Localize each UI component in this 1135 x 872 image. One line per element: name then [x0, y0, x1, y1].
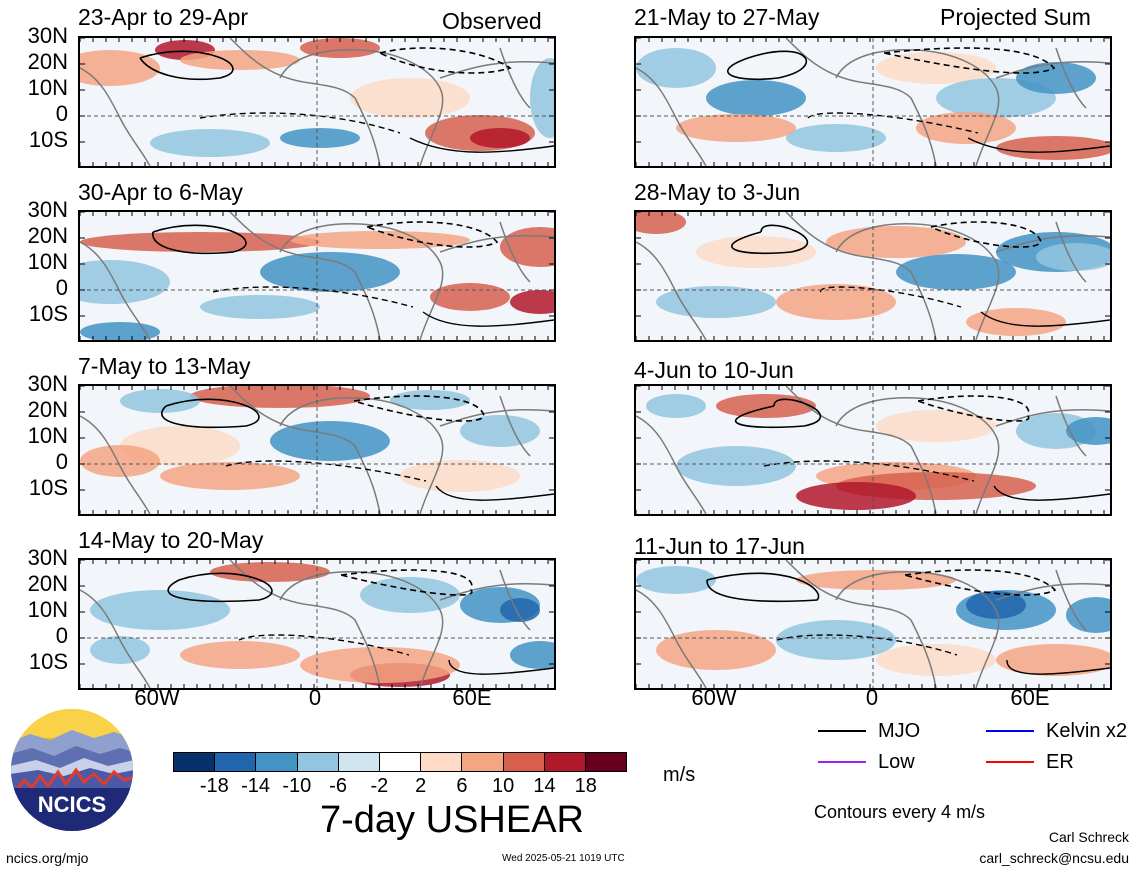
- legend-label-low: Low: [878, 751, 915, 773]
- author-email[interactable]: carl_schreck@ncsu.edu: [979, 850, 1129, 866]
- colorbar-tick-label: -14: [241, 775, 270, 797]
- y-axis-label: 10S: [28, 127, 68, 152]
- y-axis-label: 20N: [27, 223, 68, 248]
- logo-text: NCICS: [38, 792, 106, 817]
- y-axis-label: 0: [55, 449, 68, 474]
- y-axis-label: 20N: [27, 397, 68, 422]
- colorbar-swatch: [338, 753, 380, 771]
- legend-line-mjo: [818, 730, 866, 732]
- y-axis-label: 0: [55, 275, 68, 300]
- y-axis-label: 10S: [28, 475, 68, 500]
- legend-label-kelvin: Kelvin x2: [1046, 720, 1128, 742]
- map-panel-projected-4: [634, 558, 1112, 690]
- colorbar-swatch: [503, 753, 545, 771]
- panel-title: 7-May to 13-May: [78, 353, 251, 379]
- colorbar-tick-label: -10: [282, 775, 312, 797]
- colorbar-swatch: [215, 753, 257, 771]
- colorbar-tick-label: 10: [492, 775, 515, 797]
- legend-line-er: [986, 761, 1034, 763]
- y-axis-label: 30N: [27, 545, 68, 570]
- legend-label-mjo: MJO: [878, 720, 921, 742]
- y-axis-label: 10N: [27, 423, 68, 448]
- timestamp: Wed 2025-05-21 1019 UTC: [502, 853, 625, 864]
- legend-line-low: [818, 761, 866, 763]
- y-axis-label: 20N: [27, 49, 68, 74]
- legend-line-kelvin: [986, 730, 1034, 732]
- y-axis-label: 10N: [27, 75, 68, 100]
- colorbar-unit: m/s: [663, 764, 696, 786]
- colorbar-swatch: [585, 753, 627, 771]
- ncics-logo: NCICS: [10, 708, 134, 832]
- x-label-0: 0: [865, 685, 879, 710]
- projected-sum-heading: Projected Sum: [940, 4, 1091, 30]
- panel-title: 14-May to 20-May: [78, 527, 264, 553]
- colorbar-swatch: [256, 753, 298, 771]
- map-panel-observed-4: [78, 558, 556, 690]
- colorbar-tick-label: -2: [370, 775, 389, 797]
- x-label-60w: 60W: [134, 685, 180, 710]
- contours-note: Contours every 4 m/s: [814, 802, 986, 822]
- colorbar-swatch: [297, 753, 339, 771]
- y-axis-label: 30N: [27, 23, 68, 48]
- colorbar-tick-label: -6: [329, 775, 347, 797]
- colorbar-title: 7-day USHEAR: [320, 799, 584, 841]
- colorbar-swatch: [421, 753, 463, 771]
- colorbar-swatch: [544, 753, 586, 771]
- y-axis-label: 10N: [27, 597, 68, 622]
- colorbar-tick-label: 14: [533, 775, 556, 797]
- colorbar-tick-label: -18: [199, 775, 229, 797]
- y-axis-label: 20N: [27, 571, 68, 596]
- y-axis-label: 10N: [27, 249, 68, 274]
- map-panel-observed-1: [78, 36, 556, 168]
- colorbar-tick-label: 18: [574, 775, 597, 797]
- panel-title: 23-Apr to 29-Apr: [78, 4, 249, 30]
- observed-heading: Observed: [442, 8, 542, 34]
- y-axis-label: 30N: [27, 371, 68, 396]
- author-name: Carl Schreck: [1048, 829, 1129, 845]
- y-axis-label: 30N: [27, 197, 68, 222]
- colorbar-tick-label: 2: [415, 775, 427, 797]
- x-label-60e: 60E: [1010, 685, 1050, 710]
- map-panel-observed-2: [78, 210, 556, 342]
- panel-title: 21-May to 27-May: [634, 4, 820, 30]
- y-axis-label: 10S: [28, 649, 68, 674]
- x-label-60w: 60W: [691, 685, 737, 710]
- map-panel-projected-3: [634, 384, 1112, 516]
- colorbar-swatch: [462, 753, 504, 771]
- y-axis-label: 0: [55, 623, 68, 648]
- colorbar-swatch: [379, 753, 422, 771]
- panel-title: 4-Jun to 10-Jun: [634, 357, 794, 383]
- legend-label-er: ER: [1046, 751, 1074, 773]
- colorbar: [173, 752, 627, 772]
- site-link[interactable]: ncics.org/mjo: [6, 850, 89, 866]
- panel-title: 11-Jun to 17-Jun: [634, 533, 805, 559]
- colorbar-swatch: [174, 753, 216, 771]
- y-axis-label: 0: [55, 101, 68, 126]
- x-label-0: 0: [308, 685, 322, 710]
- panel-title: 30-Apr to 6-May: [78, 179, 243, 205]
- map-panel-observed-3: [78, 384, 556, 516]
- panel-title: 28-May to 3-Jun: [634, 179, 801, 205]
- y-axis-label: 10S: [28, 301, 68, 326]
- map-panel-projected-2: [634, 210, 1112, 342]
- colorbar-tick-label: 6: [456, 775, 468, 797]
- x-label-60e: 60E: [452, 685, 492, 710]
- map-panel-projected-1: [634, 36, 1112, 168]
